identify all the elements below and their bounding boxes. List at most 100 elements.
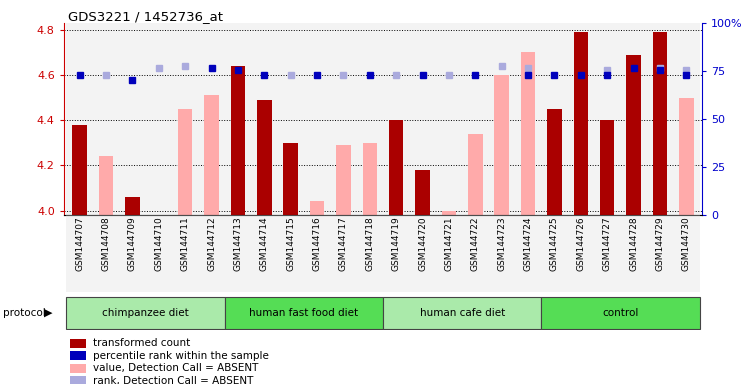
Text: GSM144723: GSM144723 xyxy=(497,217,506,271)
Text: GSM144729: GSM144729 xyxy=(656,217,665,271)
Text: GSM144709: GSM144709 xyxy=(128,217,137,271)
Text: GSM144713: GSM144713 xyxy=(234,217,243,271)
Bar xyxy=(436,215,462,292)
Bar xyxy=(462,215,488,292)
Bar xyxy=(673,23,699,215)
Text: control: control xyxy=(602,308,638,318)
Bar xyxy=(468,134,483,215)
Bar xyxy=(71,351,86,360)
Bar xyxy=(442,210,456,215)
Bar xyxy=(204,95,219,215)
Bar xyxy=(626,55,641,215)
Text: protocol: protocol xyxy=(3,308,46,318)
Bar xyxy=(172,215,198,292)
Bar xyxy=(283,143,298,215)
Bar xyxy=(257,100,272,215)
Bar xyxy=(568,23,594,215)
Bar xyxy=(415,170,430,215)
Bar xyxy=(336,145,351,215)
FancyBboxPatch shape xyxy=(67,297,225,329)
Text: GSM144718: GSM144718 xyxy=(365,217,374,271)
Bar xyxy=(67,23,93,215)
Bar xyxy=(225,215,251,292)
Bar xyxy=(198,23,225,215)
Text: GSM144711: GSM144711 xyxy=(181,217,190,271)
FancyBboxPatch shape xyxy=(225,297,383,329)
Text: GSM144724: GSM144724 xyxy=(523,217,532,271)
Bar xyxy=(146,23,172,215)
Bar xyxy=(304,215,330,292)
Text: GSM144728: GSM144728 xyxy=(629,217,638,271)
Bar xyxy=(647,215,673,292)
Bar xyxy=(383,215,409,292)
Bar xyxy=(521,52,535,215)
Bar xyxy=(594,23,620,215)
Bar xyxy=(231,66,245,215)
Bar xyxy=(594,215,620,292)
Bar xyxy=(515,23,541,215)
Bar xyxy=(488,23,515,215)
Text: GSM144730: GSM144730 xyxy=(682,217,691,271)
Text: transformed count: transformed count xyxy=(92,338,190,348)
Text: GSM144714: GSM144714 xyxy=(260,217,269,271)
Bar xyxy=(330,215,357,292)
Text: GSM144707: GSM144707 xyxy=(75,217,84,271)
Text: GSM144716: GSM144716 xyxy=(312,217,321,271)
Text: GSM144727: GSM144727 xyxy=(603,217,612,271)
Text: human cafe diet: human cafe diet xyxy=(420,308,505,318)
Text: rank, Detection Call = ABSENT: rank, Detection Call = ABSENT xyxy=(92,376,253,384)
Bar xyxy=(251,215,278,292)
Bar xyxy=(146,215,172,292)
Bar xyxy=(119,215,146,292)
Text: GSM144722: GSM144722 xyxy=(471,217,480,271)
Text: GDS3221 / 1452736_at: GDS3221 / 1452736_at xyxy=(68,10,222,23)
Text: human fast food diet: human fast food diet xyxy=(249,308,358,318)
Text: ▶: ▶ xyxy=(44,308,52,318)
Bar xyxy=(363,143,377,215)
Bar xyxy=(600,120,614,215)
Text: GSM144717: GSM144717 xyxy=(339,217,348,271)
Bar xyxy=(72,125,87,215)
Text: GSM144725: GSM144725 xyxy=(550,217,559,271)
Bar xyxy=(310,202,324,215)
Bar xyxy=(620,215,647,292)
Bar xyxy=(679,98,694,215)
Text: GSM144721: GSM144721 xyxy=(445,217,454,271)
Bar xyxy=(304,23,330,215)
Bar xyxy=(357,215,383,292)
Bar xyxy=(541,23,568,215)
Bar xyxy=(436,23,462,215)
Bar xyxy=(93,215,119,292)
Text: value, Detection Call = ABSENT: value, Detection Call = ABSENT xyxy=(92,363,258,373)
Bar xyxy=(71,376,86,384)
Bar xyxy=(488,215,515,292)
Bar xyxy=(93,23,119,215)
Text: GSM144712: GSM144712 xyxy=(207,217,216,271)
Bar xyxy=(574,32,588,215)
Bar xyxy=(515,215,541,292)
Bar xyxy=(673,215,699,292)
Bar xyxy=(67,215,93,292)
Bar xyxy=(547,109,562,215)
Bar xyxy=(278,215,304,292)
Bar xyxy=(330,23,357,215)
Text: chimpanzee diet: chimpanzee diet xyxy=(102,308,189,318)
Bar xyxy=(357,23,383,215)
FancyBboxPatch shape xyxy=(541,297,699,329)
Text: percentile rank within the sample: percentile rank within the sample xyxy=(92,351,268,361)
Bar xyxy=(647,23,673,215)
Bar xyxy=(653,32,667,215)
Text: GSM144715: GSM144715 xyxy=(286,217,295,271)
Bar xyxy=(225,23,251,215)
Text: GSM144720: GSM144720 xyxy=(418,217,427,271)
Bar xyxy=(178,109,192,215)
Bar xyxy=(119,23,146,215)
Text: GSM144726: GSM144726 xyxy=(576,217,585,271)
FancyBboxPatch shape xyxy=(383,297,541,329)
Bar xyxy=(172,23,198,215)
Bar xyxy=(99,156,113,215)
Bar xyxy=(409,23,436,215)
Bar xyxy=(251,23,278,215)
Bar xyxy=(409,215,436,292)
Bar xyxy=(71,339,86,348)
